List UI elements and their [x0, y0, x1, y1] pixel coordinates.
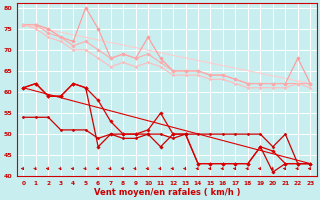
- X-axis label: Vent moyen/en rafales ( km/h ): Vent moyen/en rafales ( km/h ): [93, 188, 240, 197]
